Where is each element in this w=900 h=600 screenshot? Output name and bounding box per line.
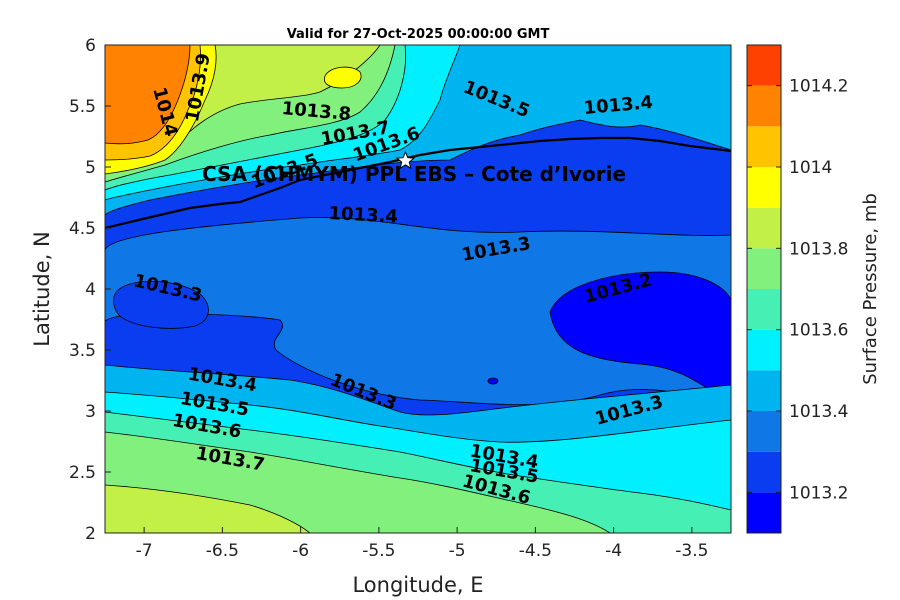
y-tick-label: 2 [85, 524, 96, 544]
x-tick-label: -4 [605, 541, 622, 561]
level-1013.8-region-south [105, 484, 311, 533]
x-axis-label: Longitude, E [352, 573, 483, 597]
colorbar-tick-label: 1013.8 [789, 239, 848, 259]
colorbar-segment [747, 289, 781, 330]
chart-title: Valid for 27-Oct-2025 00:00:00 GMT [287, 27, 550, 42]
colorbar-segment [747, 370, 781, 411]
x-tick-label: -4.5 [519, 541, 552, 561]
colorbar-ticks: 1013.2 1013.4 1013.6 1013.8 1014 1014.2 [747, 77, 848, 503]
y-tick-label: 2.5 [69, 463, 96, 483]
colorbar-tick-label: 1013.2 [789, 483, 848, 503]
y-tick-label: 5.5 [69, 97, 96, 117]
colorbar-tick-label: 1013.4 [789, 402, 848, 422]
contour-label: 1013.4 [328, 203, 398, 228]
coastline [105, 136, 731, 230]
x-axis: -7 -6.5 -6 -5.5 -5 -4.5 -4 -3.5 [136, 527, 708, 561]
level-1013.2-lowcore [549, 271, 731, 401]
x-tick-label: -6 [292, 541, 309, 561]
colorbar-tick-label: 1014.2 [789, 77, 848, 97]
x-tick-label: -5 [449, 541, 466, 561]
colorbar-label: Surface Pressure, mb [860, 193, 881, 385]
colorbar-segment [747, 126, 781, 167]
station: CSA (CHMYM) PPL EBS – Cote d’Ivorie [202, 150, 626, 186]
y-axis-label: Latitude, N [30, 231, 54, 347]
colorbar-segment [747, 207, 781, 249]
level-1013.8-blob [323, 66, 362, 89]
colorbar-segment [747, 451, 781, 493]
colorbar-tick-label: 1013.6 [789, 321, 848, 341]
x-tick-label: -6.5 [206, 541, 239, 561]
star-icon [395, 150, 416, 170]
colorbar-segment [747, 45, 781, 86]
level-1013.3-region-west [113, 280, 209, 329]
colorbar-segment [747, 248, 781, 289]
colorbar [747, 45, 781, 533]
y-axis: 2 2.5 3 3.5 4 4.5 5 5.5 6 [69, 36, 111, 544]
y-tick-label: 3.5 [69, 341, 96, 361]
colorbar-tick-label: 1014 [789, 158, 832, 178]
y-tick-label: 3 [85, 402, 96, 422]
y-tick-label: 5 [85, 158, 96, 178]
y-tick-label: 6 [85, 36, 96, 56]
y-tick-label: 4 [85, 280, 96, 300]
level-1013.2-region [105, 217, 731, 406]
x-tick-label: -3.5 [675, 541, 708, 561]
level-1014.1-region-north [105, 45, 191, 145]
colorbar-segment [747, 167, 781, 208]
colorbar-frame [746, 44, 782, 534]
colorbar-segment [747, 492, 781, 533]
colorbar-segment [747, 85, 781, 127]
station-label: CSA (CHMYM) PPL EBS – Cote d’Ivorie [202, 162, 626, 186]
small-low-marker [487, 377, 499, 385]
x-tick-label: -5.5 [362, 541, 395, 561]
colorbar-segment [747, 329, 781, 371]
x-tick-label: -7 [136, 541, 153, 561]
y-tick-label: 4.5 [69, 219, 96, 239]
colorbar-segment [747, 411, 781, 452]
